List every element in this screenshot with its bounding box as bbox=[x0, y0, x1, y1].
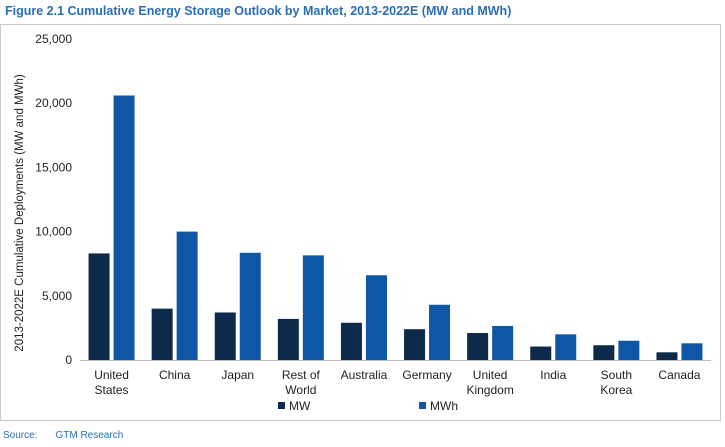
bar-mw bbox=[277, 318, 299, 360]
bar-mwh bbox=[239, 252, 261, 360]
bar-mwh bbox=[618, 340, 640, 360]
chart-container: 0 5,000 10,000 15,000 20,000 25,000 United Sta… bbox=[0, 24, 721, 421]
bar-mwh bbox=[429, 304, 451, 360]
legend-swatch-mw bbox=[278, 402, 285, 409]
legend-label-mw: MW bbox=[289, 399, 311, 413]
x-tick-label: United States bbox=[94, 368, 129, 397]
bars bbox=[88, 95, 703, 360]
y-tick-label: 10,000 bbox=[35, 225, 72, 239]
x-tick-label: India bbox=[540, 368, 566, 382]
bar-mw bbox=[656, 352, 678, 360]
bar-mwh bbox=[302, 255, 324, 360]
x-tick-label: United Kingdom bbox=[466, 368, 513, 397]
x-tick-label: South Korea bbox=[600, 368, 632, 397]
source-label: Source: bbox=[3, 430, 38, 441]
source-note: Source: GTM Research bbox=[3, 430, 123, 441]
y-tick-label: 25,000 bbox=[35, 32, 72, 46]
x-tick-label: China bbox=[159, 368, 191, 382]
figure-title: Figure 2.1 Cumulative Energy Storage Out… bbox=[5, 4, 512, 18]
x-tick-label: Rest of World bbox=[282, 368, 321, 397]
bar-mw bbox=[530, 346, 552, 360]
x-tick-label: Japan bbox=[221, 368, 254, 382]
x-tick-label: Australia bbox=[341, 368, 388, 382]
legend-swatch-mwh bbox=[419, 402, 426, 409]
x-axis: United States China Japan Rest of World Austra… bbox=[80, 360, 711, 397]
bar-mw bbox=[214, 312, 236, 360]
bar-mw bbox=[593, 345, 615, 360]
bar-mwh bbox=[365, 275, 387, 360]
y-tick-label: 5,000 bbox=[42, 289, 72, 303]
bar-mw bbox=[151, 308, 173, 360]
bar-mw bbox=[404, 329, 426, 360]
y-axis: 0 5,000 10,000 15,000 20,000 25,000 bbox=[35, 32, 72, 367]
y-tick-label: 0 bbox=[65, 353, 72, 367]
bar-mw bbox=[467, 333, 489, 360]
bar-mwh bbox=[176, 231, 198, 360]
bar-mwh bbox=[555, 334, 577, 360]
bar-mw bbox=[88, 253, 110, 360]
bar-mwh bbox=[681, 343, 703, 360]
bar-mwh bbox=[492, 325, 514, 360]
bar-chart: 0 5,000 10,000 15,000 20,000 25,000 United Sta… bbox=[14, 32, 711, 413]
y-axis-label: 2013-2022E Cumulative Deployments (MW an… bbox=[14, 74, 26, 352]
source-value: GTM Research bbox=[55, 430, 124, 441]
bar-mw bbox=[340, 322, 362, 360]
legend-label-mwh: MWh bbox=[430, 399, 458, 413]
x-tick-label: Germany bbox=[402, 368, 451, 382]
legend: MW MWh bbox=[278, 399, 458, 413]
x-tick-label: Canada bbox=[658, 368, 700, 382]
bar-mwh bbox=[113, 95, 135, 360]
y-tick-label: 15,000 bbox=[35, 160, 72, 174]
y-tick-label: 20,000 bbox=[35, 96, 72, 110]
